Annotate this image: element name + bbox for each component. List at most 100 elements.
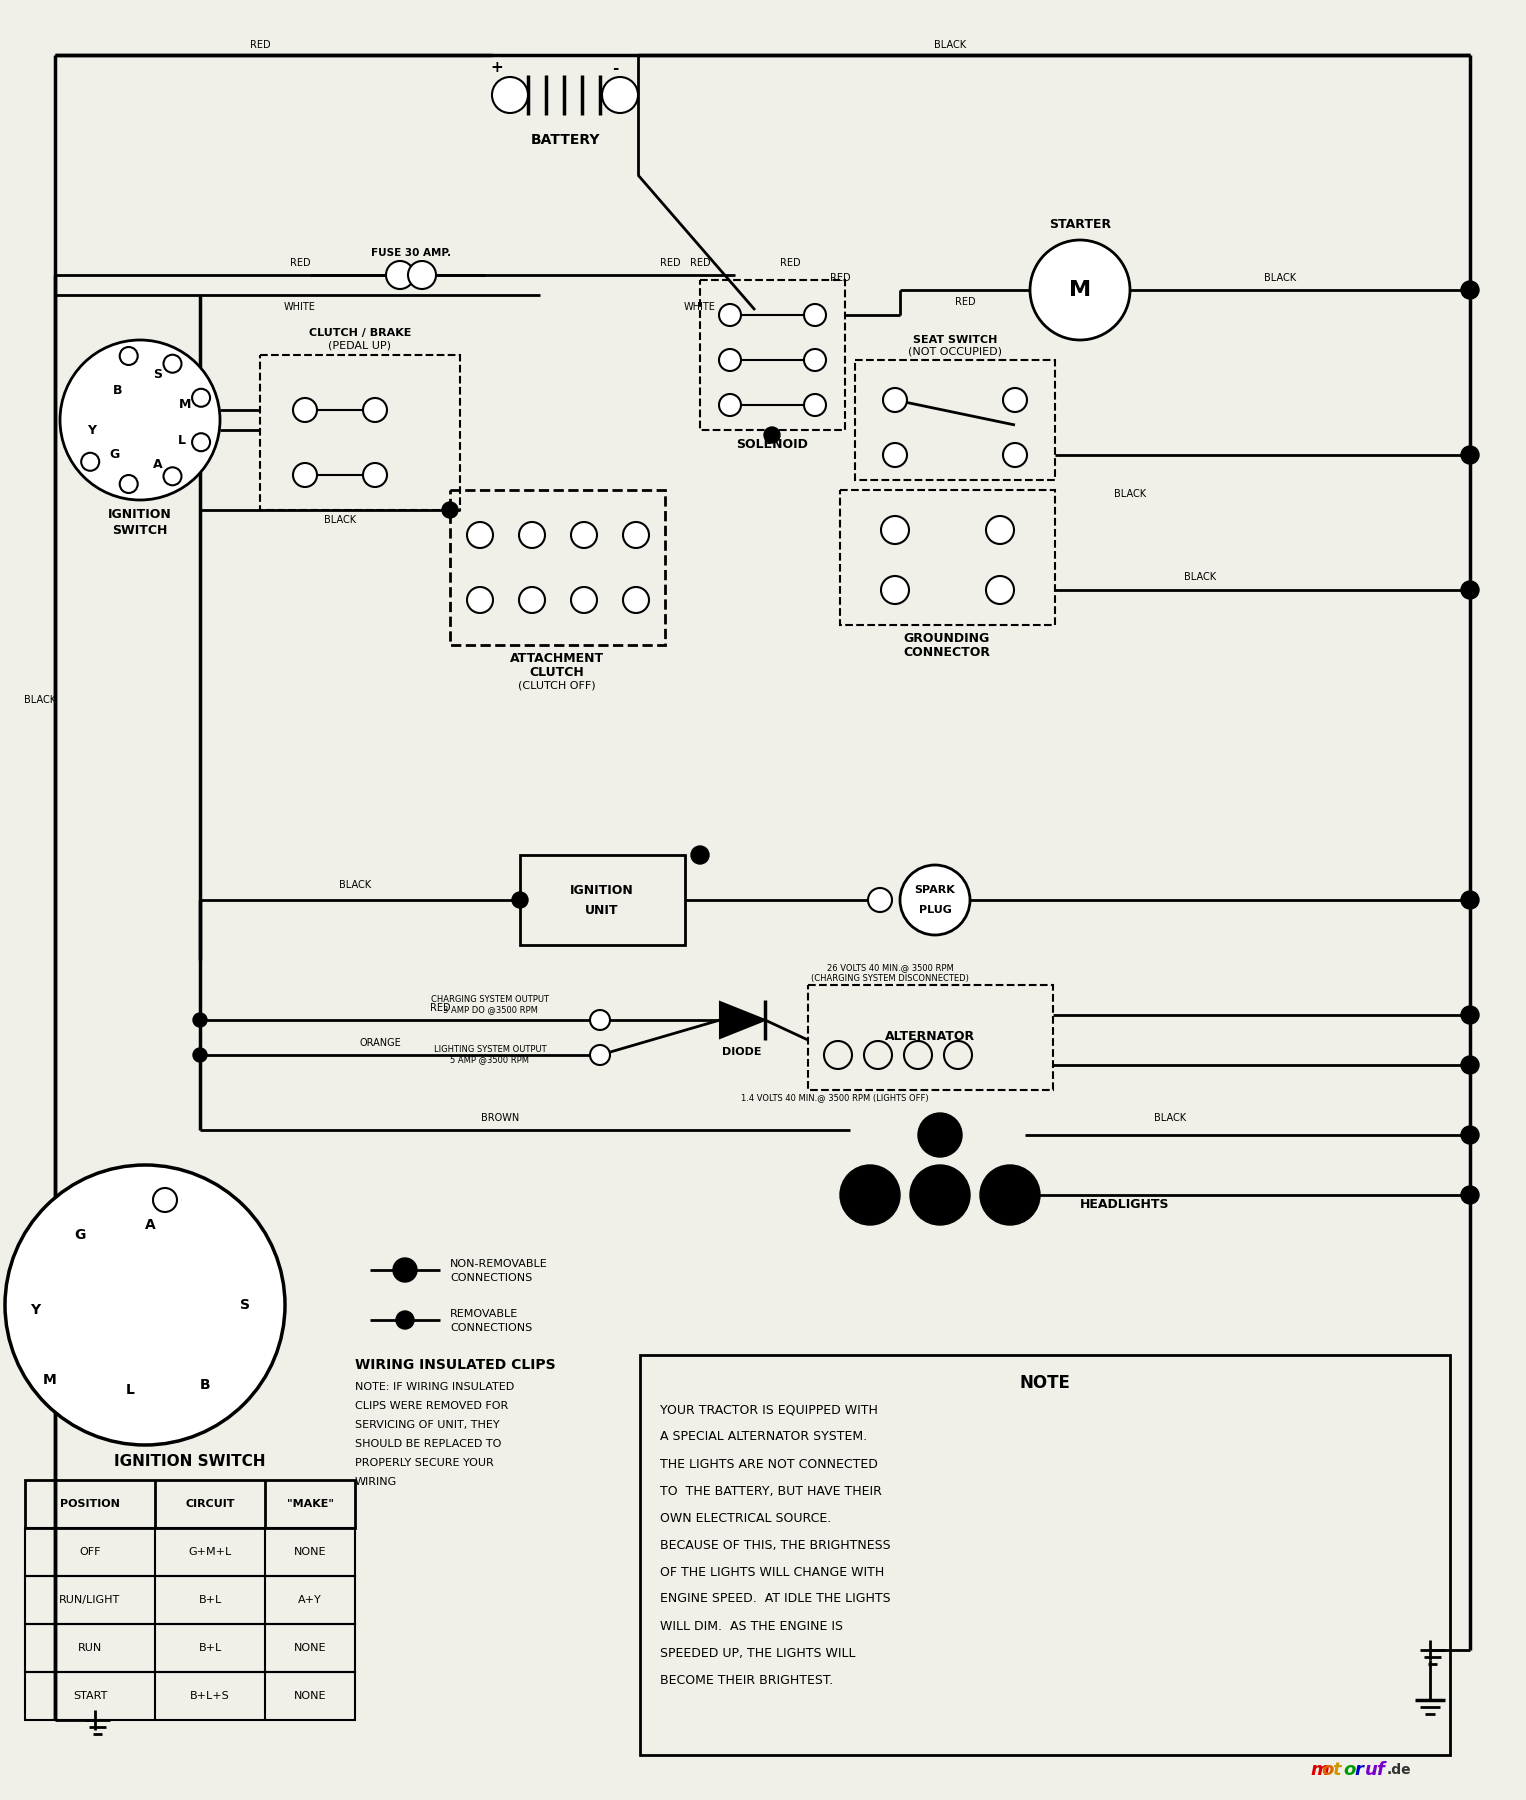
Text: SPEEDED UP, THE LIGHTS WILL: SPEEDED UP, THE LIGHTS WILL [661, 1647, 856, 1660]
Circle shape [293, 398, 317, 421]
Text: BECAUSE OF THIS, THE BRIGHTNESS: BECAUSE OF THIS, THE BRIGHTNESS [661, 1539, 891, 1552]
Text: r: r [1354, 1760, 1363, 1778]
Text: BECOME THEIR BRIGHTEST.: BECOME THEIR BRIGHTEST. [661, 1674, 833, 1687]
Circle shape [397, 1310, 414, 1328]
Circle shape [293, 463, 317, 488]
Circle shape [519, 522, 545, 547]
Circle shape [884, 389, 906, 412]
Text: BATTERY: BATTERY [530, 133, 600, 148]
Bar [259, 355, 459, 509]
Circle shape [691, 846, 710, 864]
Circle shape [513, 893, 528, 907]
Text: RUN: RUN [78, 1643, 102, 1652]
Circle shape [394, 1258, 417, 1282]
Circle shape [407, 261, 436, 290]
Text: THE LIGHTS ARE NOT CONNECTED: THE LIGHTS ARE NOT CONNECTED [661, 1458, 877, 1471]
Text: BLACK: BLACK [1154, 1112, 1186, 1123]
Circle shape [443, 502, 458, 518]
Circle shape [467, 522, 493, 547]
Circle shape [1460, 1057, 1479, 1075]
Polygon shape [720, 1003, 765, 1039]
Text: B: B [200, 1379, 211, 1391]
Circle shape [519, 587, 545, 614]
Circle shape [1460, 281, 1479, 299]
Text: L: L [179, 434, 186, 446]
Text: SEAT SWITCH: SEAT SWITCH [913, 335, 996, 346]
Circle shape [1460, 1186, 1479, 1204]
Text: B: B [113, 383, 122, 396]
Text: BROWN: BROWN [481, 1112, 519, 1123]
Text: o: o [1322, 1760, 1334, 1778]
Text: A SPECIAL ALTERNATOR SYSTEM.: A SPECIAL ALTERNATOR SYSTEM. [661, 1431, 867, 1444]
Text: A: A [145, 1219, 156, 1231]
Text: WILL DIM.  AS THE ENGINE IS: WILL DIM. AS THE ENGINE IS [661, 1620, 842, 1633]
Text: G: G [110, 448, 121, 461]
Text: NON-REMOVABLE: NON-REMOVABLE [450, 1258, 548, 1269]
Circle shape [868, 887, 893, 913]
Text: GROUNDING: GROUNDING [903, 632, 990, 646]
Text: START: START [73, 1690, 107, 1701]
Text: OF THE LIGHTS WILL CHANGE WITH: OF THE LIGHTS WILL CHANGE WITH [661, 1566, 884, 1579]
Text: G+M+L: G+M+L [188, 1546, 232, 1557]
Circle shape [986, 576, 1013, 605]
Bar [24, 1577, 356, 1624]
Text: BLACK: BLACK [339, 880, 371, 889]
Circle shape [163, 468, 182, 486]
Bar [172, 1260, 208, 1280]
Text: BLACK: BLACK [1184, 572, 1216, 581]
Text: CLUTCH: CLUTCH [530, 666, 584, 679]
Circle shape [845, 1186, 864, 1204]
Text: m: m [1309, 1760, 1329, 1778]
Circle shape [571, 522, 597, 547]
Circle shape [1460, 1006, 1479, 1024]
Text: RED: RED [290, 257, 310, 268]
Circle shape [981, 1186, 1000, 1204]
Circle shape [919, 1112, 961, 1157]
Text: 1.4 VOLTS 40 MIN.@ 3500 RPM (LIGHTS OFF): 1.4 VOLTS 40 MIN.@ 3500 RPM (LIGHTS OFF) [742, 1093, 929, 1102]
Circle shape [804, 349, 826, 371]
Circle shape [909, 1165, 971, 1226]
Bar [172, 1330, 208, 1350]
Text: (CLUTCH OFF): (CLUTCH OFF) [519, 680, 595, 689]
Circle shape [153, 1188, 177, 1211]
Text: -: - [612, 61, 618, 76]
Circle shape [192, 434, 211, 452]
Text: FUSE 30 AMP.: FUSE 30 AMP. [371, 248, 452, 257]
Text: o: o [1343, 1760, 1355, 1778]
Text: CONNECTIONS: CONNECTIONS [450, 1323, 533, 1334]
Circle shape [1460, 581, 1479, 599]
Text: BLACK: BLACK [24, 695, 56, 706]
Bar [520, 855, 685, 945]
Circle shape [119, 475, 137, 493]
Text: ENGINE SPEED.  AT IDLE THE LIGHTS: ENGINE SPEED. AT IDLE THE LIGHTS [661, 1593, 891, 1606]
Circle shape [980, 1165, 1041, 1226]
Text: 5 AMP @3500 RPM: 5 AMP @3500 RPM [450, 1055, 530, 1064]
Bar [127, 1330, 163, 1350]
Circle shape [1460, 891, 1479, 909]
Text: BLACK: BLACK [1264, 274, 1296, 283]
Bar [82, 1294, 118, 1316]
Bar [450, 490, 665, 644]
Text: BLACK: BLACK [1114, 490, 1146, 499]
Circle shape [163, 355, 182, 373]
Text: UNIT: UNIT [586, 904, 618, 916]
Circle shape [900, 866, 971, 934]
Text: S: S [154, 369, 162, 382]
Text: WIRING INSULATED CLIPS: WIRING INSULATED CLIPS [356, 1357, 555, 1372]
Text: REMOVABLE: REMOVABLE [450, 1309, 519, 1319]
Bar [82, 1330, 118, 1350]
Text: CHARGING SYSTEM OUTPUT: CHARGING SYSTEM OUTPUT [430, 995, 549, 1004]
Text: u: u [1364, 1760, 1378, 1778]
Circle shape [765, 427, 780, 443]
Text: SERVICING OF UNIT, THEY: SERVICING OF UNIT, THEY [356, 1420, 499, 1429]
Circle shape [192, 1013, 208, 1028]
Circle shape [623, 587, 649, 614]
Circle shape [119, 347, 137, 365]
Text: NOTE: IF WIRING INSULATED: NOTE: IF WIRING INSULATED [356, 1382, 514, 1391]
Text: CIRCUIT: CIRCUIT [185, 1499, 235, 1508]
Text: OFF: OFF [79, 1546, 101, 1557]
Text: STARTER: STARTER [1048, 218, 1111, 232]
Text: RED: RED [659, 257, 681, 268]
Circle shape [601, 77, 638, 113]
Text: .de: .de [1387, 1762, 1412, 1777]
